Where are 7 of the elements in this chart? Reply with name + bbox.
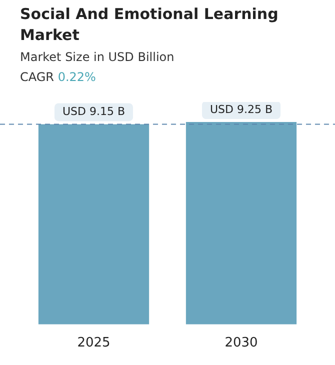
- x-tick-label: 2030: [224, 336, 258, 351]
- chart-title: Social And Emotional Learning Market: [20, 4, 280, 46]
- text: CAGR 0.22%: [20, 70, 96, 84]
- x-tick-label: 2025: [77, 336, 110, 351]
- data-label: USD 9.25 B: [210, 102, 273, 116]
- data-label: USD 9.15 B: [62, 105, 126, 118]
- chart-subtitle: Market Size in USD Billion: [20, 50, 174, 64]
